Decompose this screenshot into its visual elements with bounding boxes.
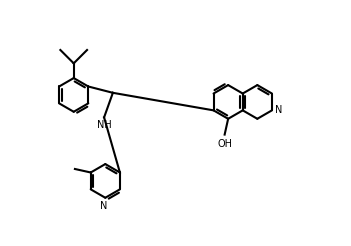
Text: N: N: [100, 201, 107, 211]
Text: NH: NH: [97, 120, 112, 130]
Text: N: N: [275, 105, 282, 115]
Text: OH: OH: [217, 139, 232, 149]
